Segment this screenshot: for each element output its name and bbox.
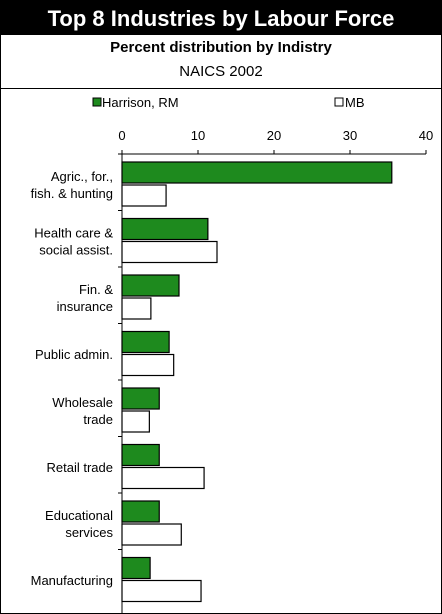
legend-swatch-mb (334, 97, 344, 107)
category-label: Educational (45, 508, 113, 523)
bar-mb (121, 353, 175, 377)
x-tick-label: 40 (419, 128, 433, 143)
category-label: Fin. & (79, 282, 113, 297)
x-tick-label: 0 (118, 128, 125, 143)
bar-harrison (121, 217, 209, 241)
bar-harrison (121, 330, 170, 354)
category-label: Manufacturing (31, 573, 113, 588)
category-label: services (65, 525, 113, 540)
chart-title: Top 8 Industries by Labour Force (1, 1, 441, 35)
legend-label-mb: MB (345, 95, 365, 110)
bar-mb (121, 523, 182, 546)
x-tick-label: 10 (191, 128, 205, 143)
category-label: Wholesale (52, 395, 113, 410)
bar-harrison (121, 274, 180, 297)
bar-harrison (121, 387, 160, 410)
category-label: Agric., for., (51, 169, 113, 184)
legend-swatch-harrison (92, 97, 102, 107)
header-divider (1, 88, 441, 89)
bar-mb (121, 184, 167, 207)
category-label: insurance (57, 299, 113, 314)
category-label: social assist. (39, 242, 113, 257)
chart-note: NAICS 2002 (179, 63, 263, 80)
legend-label-harrison: Harrison, RM (102, 95, 179, 110)
x-tick-label: 30 (343, 128, 357, 143)
bar-mb (121, 297, 152, 320)
bar-mb (121, 466, 205, 490)
category-label: fish. & hunting (31, 186, 113, 201)
bar-mb (121, 240, 218, 264)
bar-mb (121, 579, 202, 603)
bar-harrison (121, 500, 160, 523)
bar-mb (121, 410, 150, 433)
chart-subtitle: Percent distribution by Indistry (110, 39, 332, 56)
category-label: Health care & (34, 225, 113, 240)
bar-harrison (121, 161, 393, 184)
bar-harrison (121, 556, 151, 580)
category-label: Public admin. (35, 347, 113, 362)
category-label: Retail trade (47, 460, 113, 475)
x-tick-label: 20 (267, 128, 281, 143)
bar-harrison (121, 443, 160, 467)
category-label: trade (83, 412, 113, 427)
